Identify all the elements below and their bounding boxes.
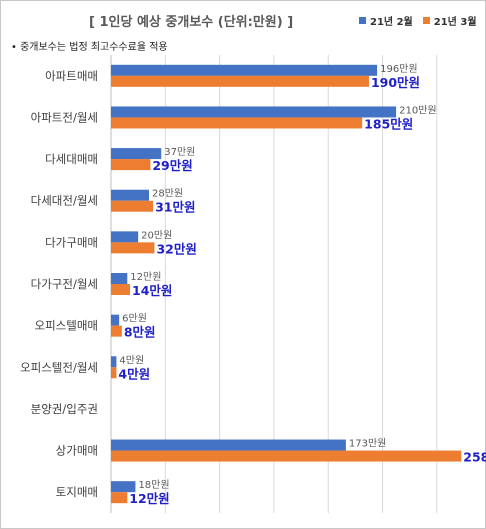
category-label: 오피스텔매매: [35, 319, 98, 333]
data-label-feb: 4만원: [119, 354, 144, 366]
bar-mar: [111, 242, 155, 254]
category-label: 다가구전/월세: [31, 277, 98, 291]
data-label-feb: 37만원: [164, 146, 195, 158]
data-label-feb: 6만원: [122, 313, 147, 325]
legend-label-feb: 21년 2월: [370, 17, 413, 28]
bar-mar: [111, 75, 369, 87]
bar-mar: [111, 367, 117, 379]
bar-feb: [111, 314, 120, 326]
category-label: 오피스텔전/월세: [20, 360, 98, 374]
bar-feb: [111, 481, 136, 493]
category-label: 아파트전/월세: [31, 110, 98, 124]
data-label-mar: 12만원: [129, 491, 169, 506]
legend-swatch-feb: [359, 17, 366, 24]
bar-mar: [111, 325, 122, 337]
legend-swatch-mar: [422, 17, 430, 24]
data-label-mar: 190만원: [371, 75, 420, 90]
legend-label-mar: 21년 3월: [433, 17, 477, 28]
data-label-mar: 29만원: [152, 158, 192, 173]
data-label-feb: 28만원: [152, 188, 183, 200]
data-label-mar: 185만원: [364, 116, 413, 131]
data-label-mar: 14만원: [132, 283, 172, 298]
data-label-mar: 31만원: [155, 200, 195, 215]
category-label: 토지매매: [56, 485, 98, 499]
bar-feb: [111, 106, 397, 118]
footnote: • 중개보수는 법정 최고수수료율 적용: [11, 42, 168, 53]
bar-feb: [111, 356, 117, 368]
bar-feb: [111, 231, 139, 243]
legend: 21년 2월 21년 3월: [359, 13, 477, 28]
bar-mar: [111, 450, 462, 462]
bar-feb: [111, 189, 150, 201]
data-label-feb: 18만원: [138, 479, 169, 491]
data-label-mar: 8만원: [124, 325, 156, 340]
bar-mar: [111, 200, 154, 212]
bar-mar: [111, 159, 151, 171]
bar-mar: [111, 284, 131, 295]
legend-item-feb: 21년 2월: [359, 13, 413, 28]
bar-mar: [111, 492, 128, 504]
data-label-feb: 20만원: [141, 229, 172, 241]
bar-feb: [111, 64, 378, 76]
bar-feb: [111, 148, 162, 160]
bar-mar: [111, 117, 363, 129]
data-label-feb: 173만원: [349, 438, 387, 450]
category-label: 다가구매매: [45, 235, 98, 249]
category-label: 상가매매: [56, 444, 98, 458]
category-label: 분양권/입주권: [31, 402, 98, 416]
data-label-feb: 196만원: [380, 63, 418, 75]
data-label-feb: 210만원: [399, 104, 437, 116]
category-label: 다세대전/월세: [31, 194, 98, 208]
bar-feb: [111, 273, 128, 284]
data-label-mar: 32만원: [156, 241, 196, 256]
category-label: 아파트매매: [45, 69, 98, 83]
data-label-mar: 258만원: [463, 450, 486, 465]
bar-feb: [111, 439, 346, 451]
legend-item-mar: 21년 3월: [422, 13, 477, 28]
data-label-feb: 12만원: [130, 271, 161, 283]
chart-title: [ 1인당 예상 중개보수 (단위:만원) ]: [89, 15, 294, 30]
category-label: 다세대매매: [45, 152, 98, 166]
data-label-mar: 4만원: [118, 366, 150, 381]
